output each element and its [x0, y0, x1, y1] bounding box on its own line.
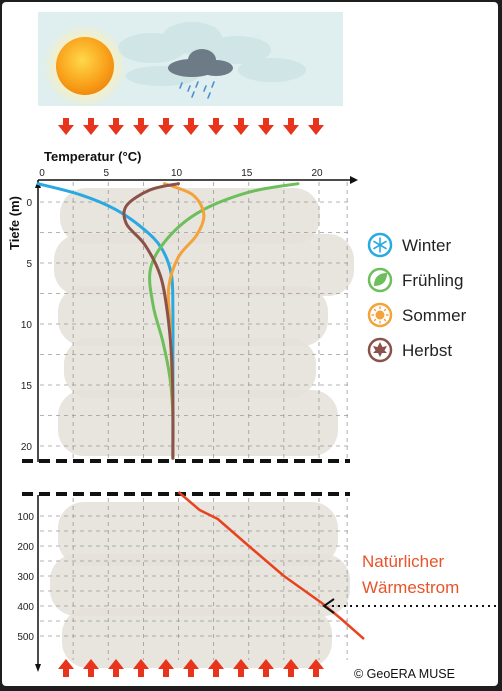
heat-arrow-up — [158, 659, 174, 677]
y-tick-label: 15 — [21, 381, 33, 392]
heat-arrow-down — [283, 118, 299, 135]
y-tick-label: 10 — [21, 320, 33, 331]
series-line-herbst — [122, 182, 180, 460]
x-tick-labels: 0 5 10 15 20 — [39, 168, 323, 179]
y-tick-label: 400 — [17, 602, 34, 613]
annotation-line-1: Natürlicher — [362, 552, 445, 571]
geothermal-gradient-line — [177, 491, 365, 640]
grid-lines — [40, 182, 348, 458]
rain-cloud-icon — [168, 49, 233, 99]
heat-arrow-down — [233, 118, 249, 135]
y-tick-label: 0 — [26, 198, 32, 209]
heat-arrow-up — [233, 659, 249, 677]
x-tick-label: 15 — [241, 168, 253, 179]
lower-chart: 100 200 300 400 500 — [17, 491, 365, 677]
grid-lines-lower — [40, 498, 348, 660]
cloud-background — [118, 22, 306, 86]
legend-label-winter: Winter — [402, 236, 451, 255]
heat-arrow-up — [258, 659, 274, 677]
heat-arrow-down — [183, 118, 199, 135]
x-tick-label: 0 — [39, 168, 45, 179]
heat-arrow-down — [258, 118, 274, 135]
heat-arrow-up — [208, 659, 224, 677]
y-tick-label: 200 — [17, 542, 34, 553]
heat-arrow-down — [58, 118, 74, 135]
heat-arrow-up — [283, 659, 299, 677]
copyright-text: © GeoERA MUSE — [354, 667, 455, 681]
heat-arrow-down — [83, 118, 99, 135]
geothermal-heat-arrows — [58, 659, 324, 677]
heat-arrow-up — [58, 659, 74, 677]
y-tick-label: 5 — [26, 259, 32, 270]
heat-arrow-up — [108, 659, 124, 677]
solar-heat-arrows — [58, 118, 324, 135]
x-tick-label: 10 — [171, 168, 183, 179]
heat-arrow-down — [308, 118, 324, 135]
upper-chart: Temperatur (°C) Tiefe (m) 0 5 10 15 20 0 5 10 1… — [7, 149, 358, 463]
x-axis-title: Temperatur (°C) — [44, 149, 141, 164]
heat-arrow-down — [208, 118, 224, 135]
rock-background-lower — [50, 502, 350, 668]
legend-label-fruehling: Frühling — [402, 271, 463, 290]
y-tick-label: 20 — [21, 442, 33, 453]
figure-panel: Temperatur (°C) Tiefe (m) 0 5 10 15 20 0 5 10 1… — [2, 2, 498, 686]
y-axis-title: Tiefe (m) — [7, 196, 22, 250]
temperature-profiles — [36, 182, 300, 460]
geothermal-profile — [177, 491, 365, 640]
legend-item-herbst: Herbst — [367, 337, 452, 363]
figure-svg: Temperatur (°C) Tiefe (m) 0 5 10 15 20 0 5 10 1… — [7, 12, 496, 681]
x-tick-label: 5 — [103, 168, 109, 179]
pointer-arrowhead — [322, 598, 335, 614]
legend-label-herbst: Herbst — [402, 341, 452, 360]
legend-item-winter: Winter — [367, 232, 451, 258]
heat-arrow-up — [183, 659, 199, 677]
sun-icon — [56, 37, 114, 95]
heat-flow-annotation: Natürlicher Wärmestrom — [322, 552, 496, 614]
legend-label-sommer: Sommer — [402, 306, 467, 325]
x-axis-arrowhead — [350, 176, 358, 184]
legend-item-sommer: Sommer — [367, 302, 467, 328]
legend-item-fruehling: Frühling — [367, 267, 463, 293]
heat-arrow-up — [83, 659, 99, 677]
y-tick-label: 100 — [17, 512, 34, 523]
heat-arrow-up — [133, 659, 149, 677]
y-tick-label: 300 — [17, 572, 34, 583]
rock-background — [54, 188, 354, 456]
legend: Winter Frühling Sommer Herbst — [367, 232, 467, 363]
y-tick-label: 500 — [17, 632, 34, 643]
y-tick-labels-lower: 100 200 300 400 500 — [17, 512, 34, 643]
y-tick-labels: 0 5 10 15 20 — [21, 198, 33, 453]
heat-arrow-up — [308, 659, 324, 677]
y-axis-arrowhead-lower — [35, 664, 41, 672]
x-tick-label: 20 — [311, 168, 323, 179]
heat-arrow-down — [158, 118, 174, 135]
heat-arrow-down — [133, 118, 149, 135]
heat-arrow-down — [108, 118, 124, 135]
annotation-line-2: Wärmestrom — [362, 578, 459, 597]
